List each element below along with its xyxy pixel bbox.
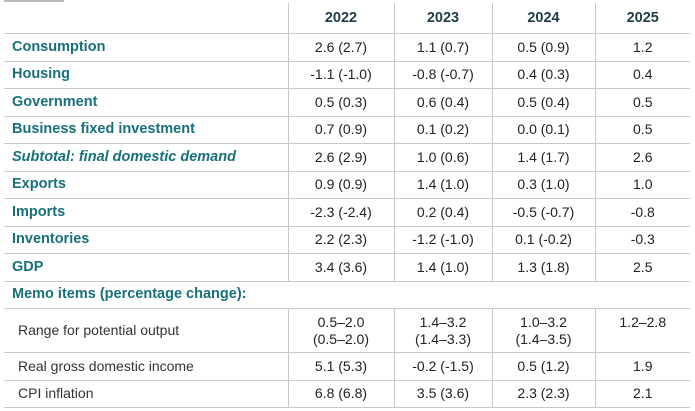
table-row: Imports -2.3 (-2.4) 0.2 (0.4) -0.5 (-0.7… — [4, 198, 690, 227]
row-label-subtotal: Subtotal: final domestic demand — [4, 143, 288, 172]
cell: 1.4 (1.0) — [393, 253, 492, 282]
cell-line: 1.4–3.2 — [419, 313, 467, 330]
cell: 1.4 (1.0) — [393, 171, 492, 199]
cell: 0.5 (0.3) — [287, 88, 394, 117]
memo-header-row: Memo items (percentage change): — [4, 281, 690, 309]
cell: 0.5 (1.2) — [491, 352, 595, 381]
cell-line: 0.5–2.0 — [317, 313, 365, 330]
cell: 3.5 (3.6) — [393, 380, 492, 408]
cell: 0.3 (1.0) — [491, 171, 595, 199]
table-row: GDP 3.4 (3.6) 1.4 (1.0) 1.3 (1.8) 2.5 — [4, 253, 690, 282]
cell: 1.0 — [594, 171, 690, 199]
cell: 1.2 — [594, 33, 690, 62]
projection-table: 2022 2023 2024 2025 Consumption 2.6 (2.7… — [4, 3, 690, 408]
table-row: Exports 0.9 (0.9) 1.4 (1.0) 0.3 (1.0) 1.… — [4, 171, 690, 199]
cell: 2.1 — [594, 380, 690, 408]
cell: 0.0 (0.1) — [491, 116, 595, 144]
cell: -0.5 (-0.7) — [491, 198, 595, 227]
cell-line: (0.5–2.0) — [312, 330, 370, 347]
cell: -1.2 (-1.0) — [393, 226, 492, 254]
table-row: Housing -1.1 (-1.0) -0.8 (-0.7) 0.4 (0.3… — [4, 61, 690, 89]
cell: 1.9 — [594, 352, 690, 381]
cell: 1.3 (1.8) — [491, 253, 595, 282]
cell: 0.5 — [594, 116, 690, 144]
table-row: Business fixed investment 0.7 (0.9) 0.1 … — [4, 116, 690, 144]
row-label-potential-output: Range for potential output — [4, 308, 288, 353]
cell: 1.4–3.2 (1.4–3.3) — [393, 308, 492, 353]
year-header-2025: 2025 — [594, 3, 690, 34]
table-row: Inventories 2.2 (2.3) -1.2 (-1.0) 0.1 (-… — [4, 226, 690, 254]
cell: -0.3 — [594, 226, 690, 254]
cell: 0.9 (0.9) — [287, 171, 394, 199]
cell-line: 1.0–3.2 — [520, 313, 567, 330]
cell: 0.5–2.0 (0.5–2.0) — [287, 308, 394, 353]
cell: -0.8 — [594, 198, 690, 227]
header-blank — [4, 3, 288, 34]
row-label-government: Government — [4, 88, 288, 117]
row-label-gdp: GDP — [4, 253, 288, 282]
cell: 1.0 (0.6) — [393, 143, 492, 172]
table-row: Range for potential output 0.5–2.0 (0.5–… — [4, 308, 690, 353]
cell: 2.5 — [594, 253, 690, 282]
top-rule — [4, 0, 64, 2]
row-label-housing: Housing — [4, 61, 288, 89]
row-label-imports: Imports — [4, 198, 288, 227]
cell: -0.8 (-0.7) — [393, 61, 492, 89]
cell: 5.1 (5.3) — [287, 352, 394, 381]
cell: 2.3 (2.3) — [491, 380, 595, 408]
cell: 0.5 (0.9) — [491, 33, 595, 62]
cell: 0.4 (0.3) — [491, 61, 595, 89]
cell: 3.4 (3.6) — [287, 253, 394, 282]
row-label-inventories: Inventories — [4, 226, 288, 254]
cell: 2.6 — [594, 143, 690, 172]
cell: 0.5 — [594, 88, 690, 117]
cell: 1.2–2.8 — [594, 308, 690, 353]
year-header-2024: 2024 — [491, 3, 595, 34]
cell: 2.2 (2.3) — [287, 226, 394, 254]
row-label-business-fixed-investment: Business fixed investment — [4, 116, 288, 144]
table-row: Subtotal: final domestic demand 2.6 (2.9… — [4, 143, 690, 172]
cell: 0.5 (0.4) — [491, 88, 595, 117]
cell: 1.0–3.2 (1.4–3.5) — [491, 308, 595, 353]
cell: -2.3 (-2.4) — [287, 198, 394, 227]
cell: 1.1 (0.7) — [393, 33, 492, 62]
row-label-exports: Exports — [4, 171, 288, 199]
cell: -1.1 (-1.0) — [287, 61, 394, 89]
table-row: CPI inflation 6.8 (6.8) 3.5 (3.6) 2.3 (2… — [4, 380, 690, 408]
year-header-2023: 2023 — [393, 3, 492, 34]
cell-line: 1.2–2.8 — [619, 314, 667, 330]
cell: 0.7 (0.9) — [287, 116, 394, 144]
header-row: 2022 2023 2024 2025 — [4, 3, 690, 34]
cell: 1.4 (1.7) — [491, 143, 595, 172]
table-row: Government 0.5 (0.3) 0.6 (0.4) 0.5 (0.4)… — [4, 88, 690, 117]
table-row: Real gross domestic income 5.1 (5.3) -0.… — [4, 352, 690, 381]
cell: -0.2 (-1.5) — [393, 352, 492, 381]
cell: 2.6 (2.9) — [287, 143, 394, 172]
cell: 0.4 — [594, 61, 690, 89]
year-header-2022: 2022 — [287, 3, 394, 34]
cell: 0.1 (-0.2) — [491, 226, 595, 254]
table-row: Consumption 2.6 (2.7) 1.1 (0.7) 0.5 (0.9… — [4, 33, 690, 62]
row-label-cpi-inflation: CPI inflation — [4, 380, 288, 408]
cell-line: (1.4–3.5) — [515, 330, 572, 347]
row-label-consumption: Consumption — [4, 33, 288, 62]
cell: 6.8 (6.8) — [287, 380, 394, 408]
cell-line: (1.4–3.3) — [414, 330, 472, 347]
row-label-real-gdi: Real gross domestic income — [4, 352, 288, 381]
cell: 0.6 (0.4) — [393, 88, 492, 117]
cell: 2.6 (2.7) — [287, 33, 394, 62]
cell: 0.2 (0.4) — [393, 198, 492, 227]
memo-title: Memo items (percentage change): — [4, 281, 690, 309]
cell: 0.1 (0.2) — [393, 116, 492, 144]
